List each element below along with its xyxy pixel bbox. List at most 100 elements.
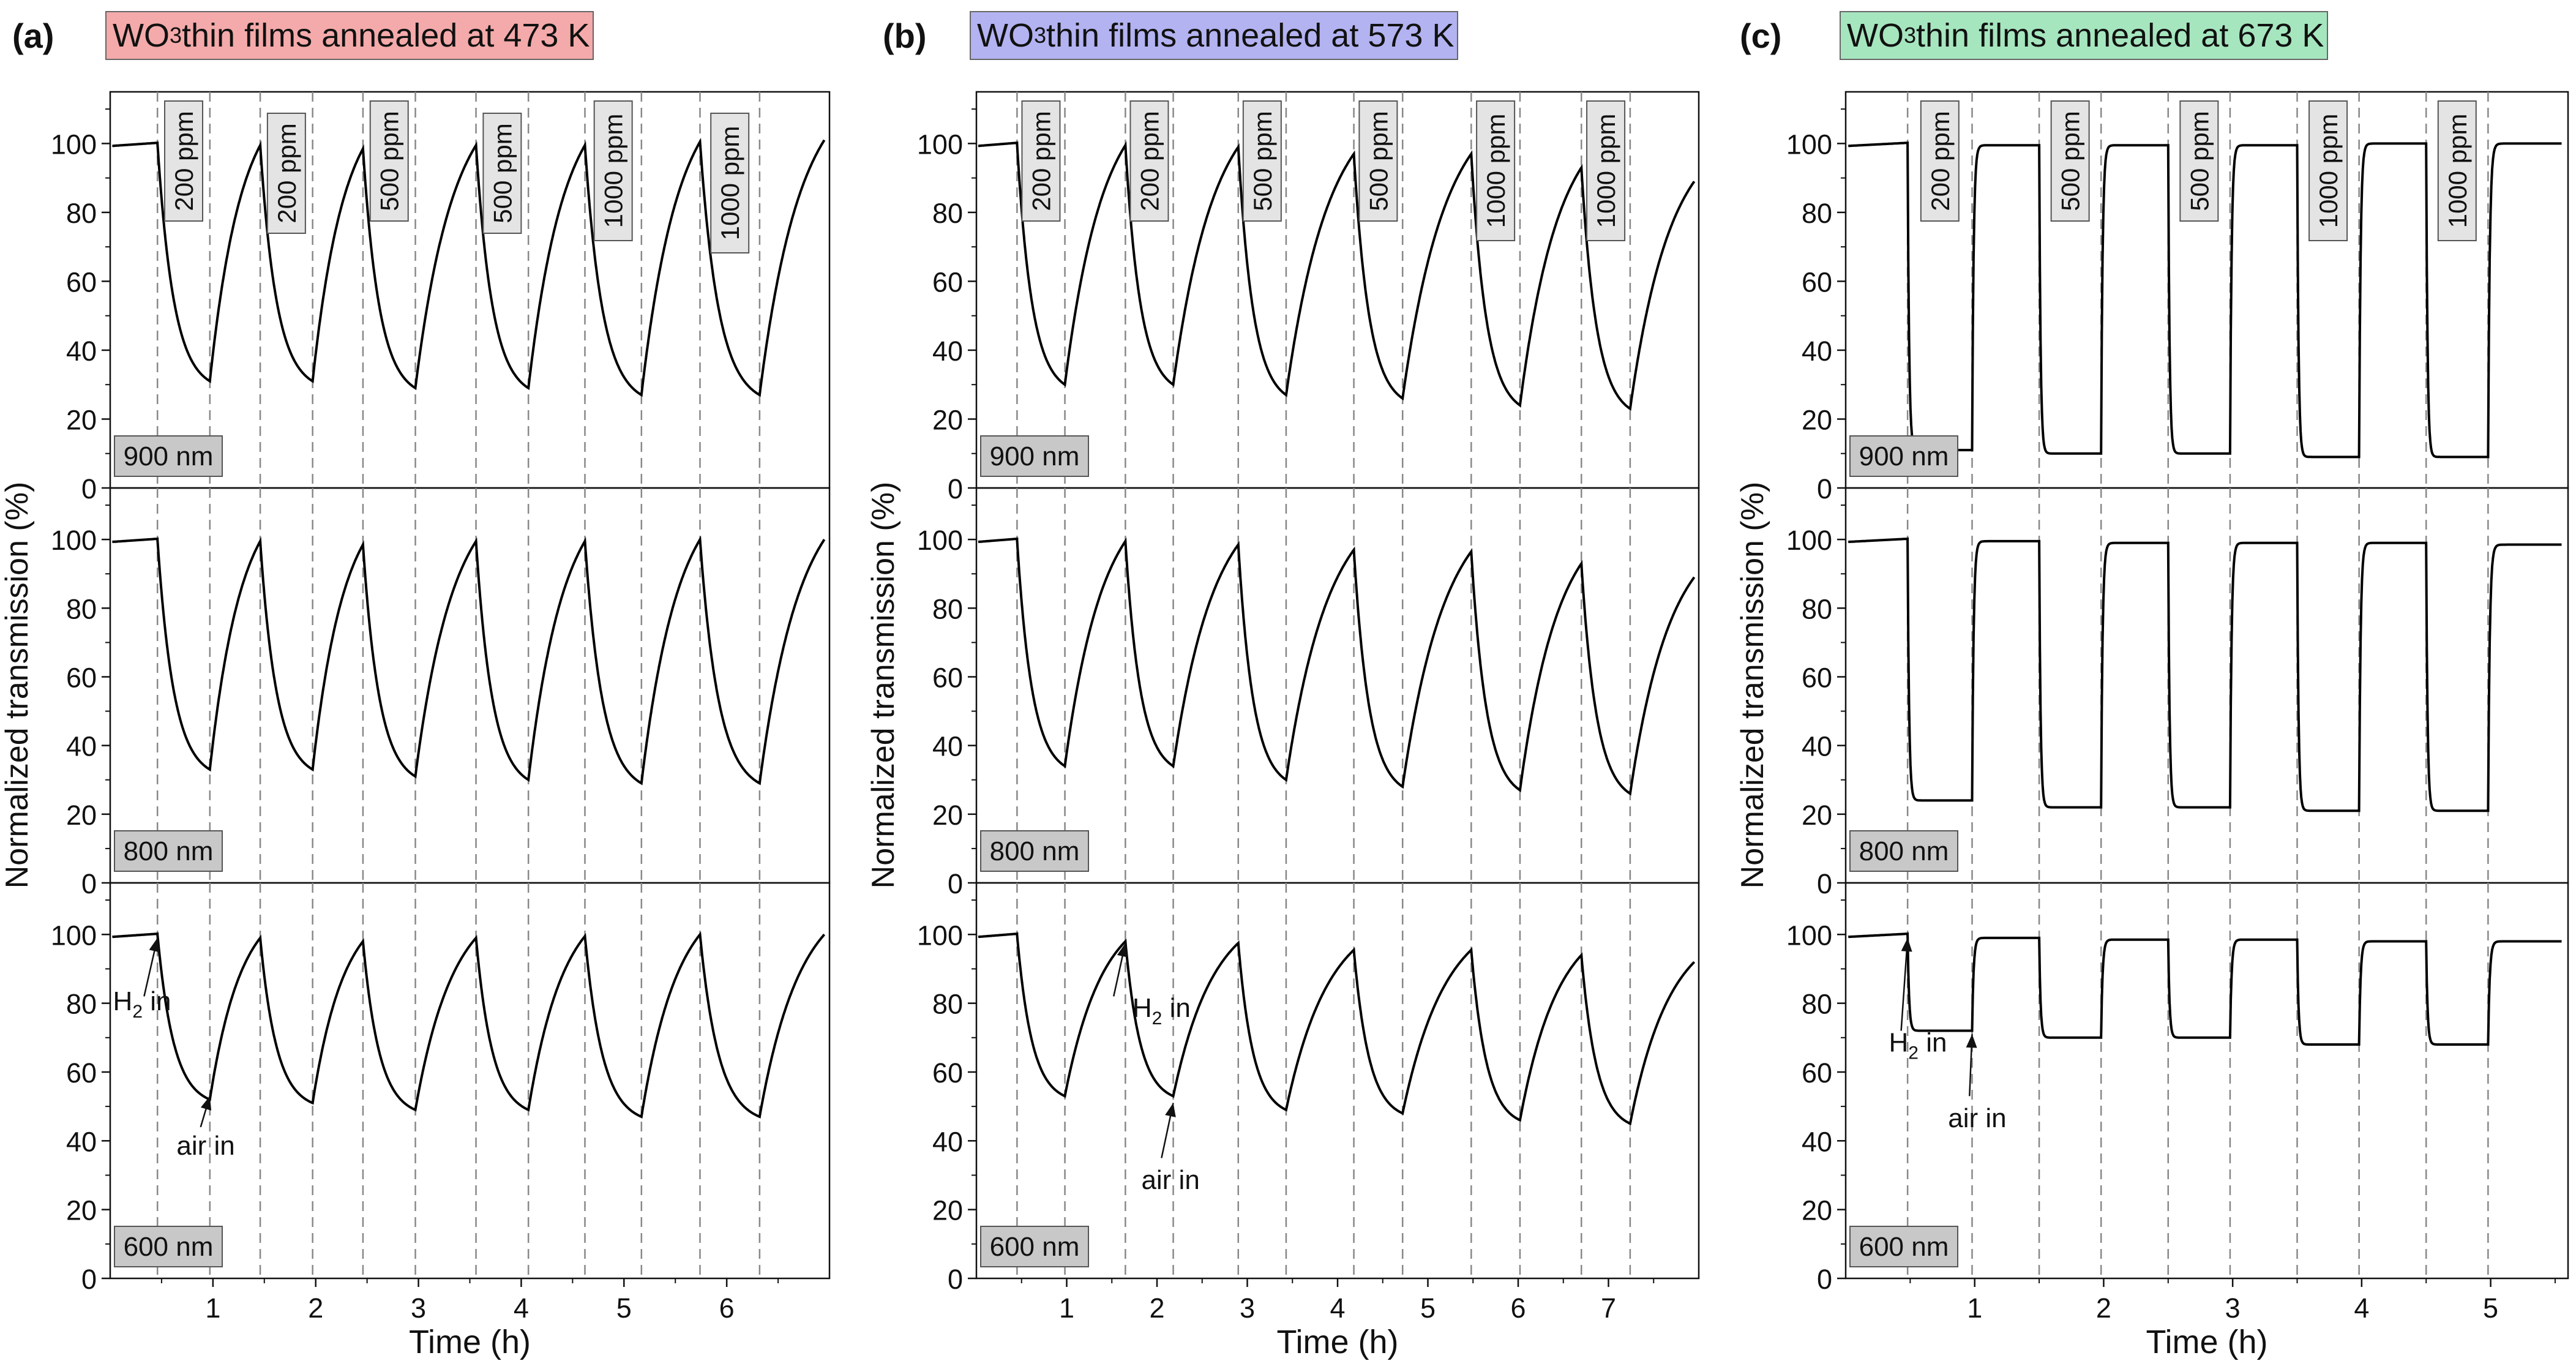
y-tick-label: 20 <box>1802 404 1832 435</box>
annotation-arrowhead <box>149 937 160 953</box>
y-tick-label: 100 <box>917 129 963 160</box>
h2-in-annotation: H2 in <box>113 937 171 1022</box>
thickness-label-box <box>114 435 223 477</box>
concentration-label: 500 ppm <box>369 100 409 222</box>
concentration-label: 1000 ppm <box>1586 100 1626 241</box>
concentration-label: 500 ppm <box>2179 100 2219 222</box>
y-tick-label: 80 <box>932 198 963 229</box>
annotation-subscript: 2 <box>1908 1043 1919 1063</box>
h2-in-annotation: H2 in <box>1112 943 1191 1029</box>
data-series-line <box>1848 537 2562 812</box>
x-tick-label: 2 <box>308 1292 323 1324</box>
y-tick-label: 80 <box>66 198 97 229</box>
concentration-label-box <box>2179 100 2219 222</box>
y-tick-label: 80 <box>932 593 963 624</box>
x-tick-label: 4 <box>2354 1292 2369 1324</box>
plot-frame <box>109 882 831 1280</box>
thickness-label-text: 800 nm <box>124 836 214 866</box>
concentration-label-text: 1000 ppm <box>2314 114 2343 228</box>
x-tick-label: 1 <box>205 1292 220 1324</box>
y-tick-label: 20 <box>66 1195 97 1226</box>
y-tick-label: 20 <box>932 1195 963 1226</box>
plot-frame <box>975 487 1700 884</box>
concentration-label-box <box>593 100 633 241</box>
annotation-text: H2 in <box>1133 993 1191 1029</box>
thickness-label-text: 900 nm <box>1859 441 1949 471</box>
concentration-label: 500 ppm <box>482 113 522 234</box>
concentration-label-text: 500 ppm <box>2056 111 2085 211</box>
annotation-text-main: H <box>1889 1027 1909 1057</box>
annotation-text-main: H <box>113 986 133 1016</box>
y-tick-label: 0 <box>1817 1264 1832 1295</box>
x-tick-label: 5 <box>1420 1292 1436 1324</box>
data-series-line <box>1848 932 2562 1046</box>
concentration-label-text: 1000 ppm <box>2443 114 2472 228</box>
y-tick-label: 100 <box>1786 920 1832 951</box>
concentration-label-box <box>2308 100 2348 241</box>
y-tick-label: 40 <box>1802 731 1832 762</box>
y-tick-label: 100 <box>51 525 97 556</box>
annotation-arrowhead <box>1117 943 1128 958</box>
panel-letter-b: (b) <box>883 16 927 55</box>
y-tick-label: 80 <box>932 989 963 1020</box>
thickness-label-text: 900 nm <box>124 441 214 471</box>
subplot-900-nm: 0 20 40 60 80 100 900 nm 200 ppm 200 ppm 500 ppm 5… <box>917 91 1700 504</box>
air-in-annotation: air in <box>1948 1034 2007 1133</box>
thickness-label-box <box>1849 830 1958 872</box>
y-tick-label: 20 <box>1802 800 1832 831</box>
annotation-arrowhead <box>200 1096 212 1111</box>
annotation-text: air in <box>1948 1103 2006 1133</box>
y-tick-label: 80 <box>1802 989 1832 1020</box>
y-tick-label: 40 <box>932 731 963 762</box>
thickness-label-box <box>980 1226 1089 1267</box>
y-tick-label: 60 <box>66 662 97 693</box>
y-tick-label: 40 <box>1802 1126 1832 1157</box>
concentration-label-box <box>1586 100 1626 241</box>
concentration-label-box <box>1920 100 1960 222</box>
x-tick-label: 7 <box>1601 1292 1616 1324</box>
data-series-line <box>978 932 1696 1126</box>
x-tick-label: 2 <box>2096 1292 2111 1324</box>
concentration-label: 1000 ppm <box>2308 100 2348 241</box>
y-tick-label: 20 <box>66 404 97 435</box>
concentration-label: 500 ppm <box>1242 100 1282 222</box>
annotation-text-main: air in <box>176 1131 234 1161</box>
y-tick-label: 100 <box>51 129 97 160</box>
thickness-label: 900 nm <box>980 435 1089 477</box>
y-tick-label: 0 <box>948 1264 963 1295</box>
concentration-label-text: 500 ppm <box>2185 111 2214 211</box>
annotation-arrowhead <box>1901 937 1912 952</box>
concentration-label-box <box>164 100 204 222</box>
y-tick-label: 40 <box>1802 336 1832 367</box>
y-tick-label: 0 <box>81 1264 97 1295</box>
annotation-text: H2 in <box>113 986 171 1022</box>
panel-letter-a: (a) <box>12 16 54 55</box>
subplot-900-nm: 0 20 40 60 80 100 900 nm 200 ppm 200 ppm 500 ppm 5… <box>51 91 831 504</box>
y-tick-label: 60 <box>932 266 963 298</box>
concentration-label-box <box>710 113 750 253</box>
subplot-800-nm: 0 20 40 60 80 100 800 nm <box>1786 487 2569 899</box>
thickness-label: 900 nm <box>1849 435 1958 477</box>
data-series-line <box>978 537 1696 796</box>
subplot-900-nm: 0 20 40 60 80 100 900 nm 200 ppm 500 ppm 500 ppm 1… <box>1786 91 2569 504</box>
concentration-label-box <box>2437 100 2477 241</box>
thickness-label-text: 600 nm <box>1859 1232 1949 1262</box>
x-tick-label: 5 <box>616 1292 632 1324</box>
concentration-label: 200 ppm <box>1021 100 1061 222</box>
y-tick-label: 0 <box>948 868 963 899</box>
x-axis-label: Time (h) <box>2146 1324 2268 1360</box>
thickness-label-box <box>1849 435 1958 477</box>
plot-frame <box>975 882 1700 1280</box>
concentration-label-text: 200 ppm <box>1027 111 1055 211</box>
thickness-label-box <box>114 830 223 872</box>
annotation-text: H2 in <box>1889 1027 1947 1063</box>
concentration-label-text: 500 ppm <box>375 111 404 211</box>
y-tick-label: 100 <box>917 525 963 556</box>
annotation-text-main: air in <box>1948 1103 2006 1133</box>
y-tick-label: 80 <box>1802 593 1832 624</box>
